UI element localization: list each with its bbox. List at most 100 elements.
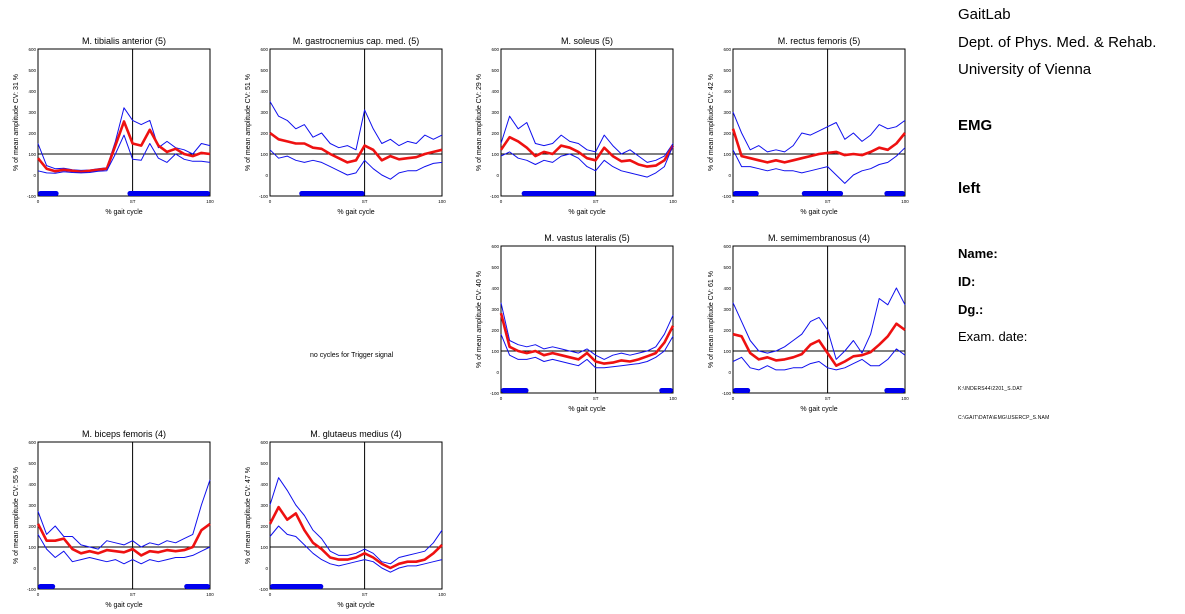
x-tick-label: ST [593,396,599,401]
name-file-path: C:\GAIT\DATA\EMG\USERCP_S.NAM [958,415,1050,421]
x-axis-label: % gait cycle [337,209,374,216]
y-tick-label: -100 [259,587,269,592]
mean-emg-line [499,135,675,168]
mean-emg-line [499,312,675,365]
y-tick-label: 200 [491,131,499,136]
y-tick-label: 600 [260,440,268,445]
y-tick-label: -100 [490,391,500,396]
activity-bar [801,191,844,196]
y-tick-label: -100 [490,194,500,199]
id-label: ID: [958,274,976,289]
y-tick-label: 100 [723,349,731,354]
mean-emg-line [269,131,443,164]
x-tick-label: 100 [206,199,214,204]
activity-bar [733,388,751,393]
y-tick-label: 0 [33,566,36,571]
sd-envelope-line [37,107,211,171]
x-tick-label: ST [825,199,831,204]
activity-bar [884,388,905,393]
sd-envelope-line [732,147,906,184]
y-tick-label: 100 [260,545,268,550]
sd-envelope-line [500,302,674,360]
y-tick-label: 300 [260,110,268,115]
x-tick-label: ST [825,396,831,401]
y-tick-label: 100 [491,349,499,354]
no-cycles-message: no cycles for Trigger signal [310,352,394,359]
y-tick-label: 200 [491,328,499,333]
plot-frame [732,48,906,197]
sd-envelope-line [732,348,906,371]
diagnosis-label: Dg.: [958,302,984,317]
y-tick-label: 0 [265,566,268,571]
x-tick-label: 100 [669,396,677,401]
y-tick-label: 300 [723,110,731,115]
chart-title: M. tibialis anterior (5) [82,36,166,46]
activity-bar [270,584,324,589]
name-label: Name: [958,246,998,261]
emg-chart-4: M. rectus femoris (5)-100010020030040050… [708,36,909,216]
y-tick-label: 200 [28,524,36,529]
y-tick-label: 300 [28,503,36,508]
lab-name: GaitLab [958,6,1011,23]
y-tick-label: 500 [260,68,268,73]
chart-title: M. vastus lateralis (5) [544,233,630,243]
exam-date-label: Exam. date: [958,329,1028,344]
emg-chart-5: M. vastus lateralis (5)-1000100200300400… [476,233,677,413]
y-tick-label: 600 [260,47,268,52]
chart-title: M. gastrocnemius cap. med. (5) [293,36,420,46]
y-tick-label: 200 [260,524,268,529]
x-tick-label: ST [130,592,136,597]
university: University of Vienna [958,61,1092,78]
x-tick-label: ST [362,592,368,597]
x-tick-label: 0 [269,199,272,204]
y-tick-label: -100 [27,587,37,592]
activity-bar [501,388,529,393]
activity-bar [38,191,59,196]
y-tick-label: 400 [723,286,731,291]
sd-envelope-line [500,334,674,369]
x-tick-label: 0 [732,396,735,401]
y-tick-label: -100 [259,194,269,199]
chart-title: M. glutaeus medius (4) [310,429,402,439]
x-tick-label: 0 [37,199,40,204]
x-tick-label: 100 [438,592,446,597]
y-tick-label: 300 [491,307,499,312]
chart-title: M. semimembranosus (4) [768,233,870,243]
x-tick-label: 100 [901,396,909,401]
activity-bar [299,191,365,196]
y-tick-label: 400 [491,286,499,291]
y-tick-label: -100 [722,391,732,396]
emg-chart-7: M. biceps femoris (4)-100010020030040050… [13,429,214,609]
y-tick-label: 500 [723,265,731,270]
activity-bar [184,584,210,589]
mean-emg-line [732,322,906,368]
y-tick-label: 300 [28,110,36,115]
y-axis-label: % of mean amplitude CV: 51 % [245,74,252,171]
x-tick-label: 0 [269,592,272,597]
activity-bar [127,191,210,196]
y-tick-label: 0 [33,173,36,178]
y-tick-label: 100 [491,152,499,157]
y-tick-label: 0 [265,173,268,178]
sd-envelope-line [500,115,674,163]
chart-title: M. soleus (5) [561,36,613,46]
y-tick-label: 100 [28,545,36,550]
chart-title: M. rectus femoris (5) [778,36,861,46]
y-tick-label: 200 [260,131,268,136]
y-tick-label: 500 [260,461,268,466]
chart-title: M. biceps femoris (4) [82,429,166,439]
sd-envelope-line [500,145,674,178]
y-tick-label: 400 [28,482,36,487]
x-tick-label: 0 [500,199,503,204]
y-axis-label: % of mean amplitude CV: 29 % [476,74,483,171]
y-tick-label: 600 [723,244,731,249]
y-tick-label: 300 [723,307,731,312]
plot-frame [500,245,674,394]
x-tick-label: ST [130,199,136,204]
y-tick-label: 500 [723,68,731,73]
emg-chart-8: M. glutaeus medius (4)-10001002003004005… [245,429,446,609]
activity-bar [733,191,759,196]
activity-bar [521,191,596,196]
plot-frame [732,245,906,394]
